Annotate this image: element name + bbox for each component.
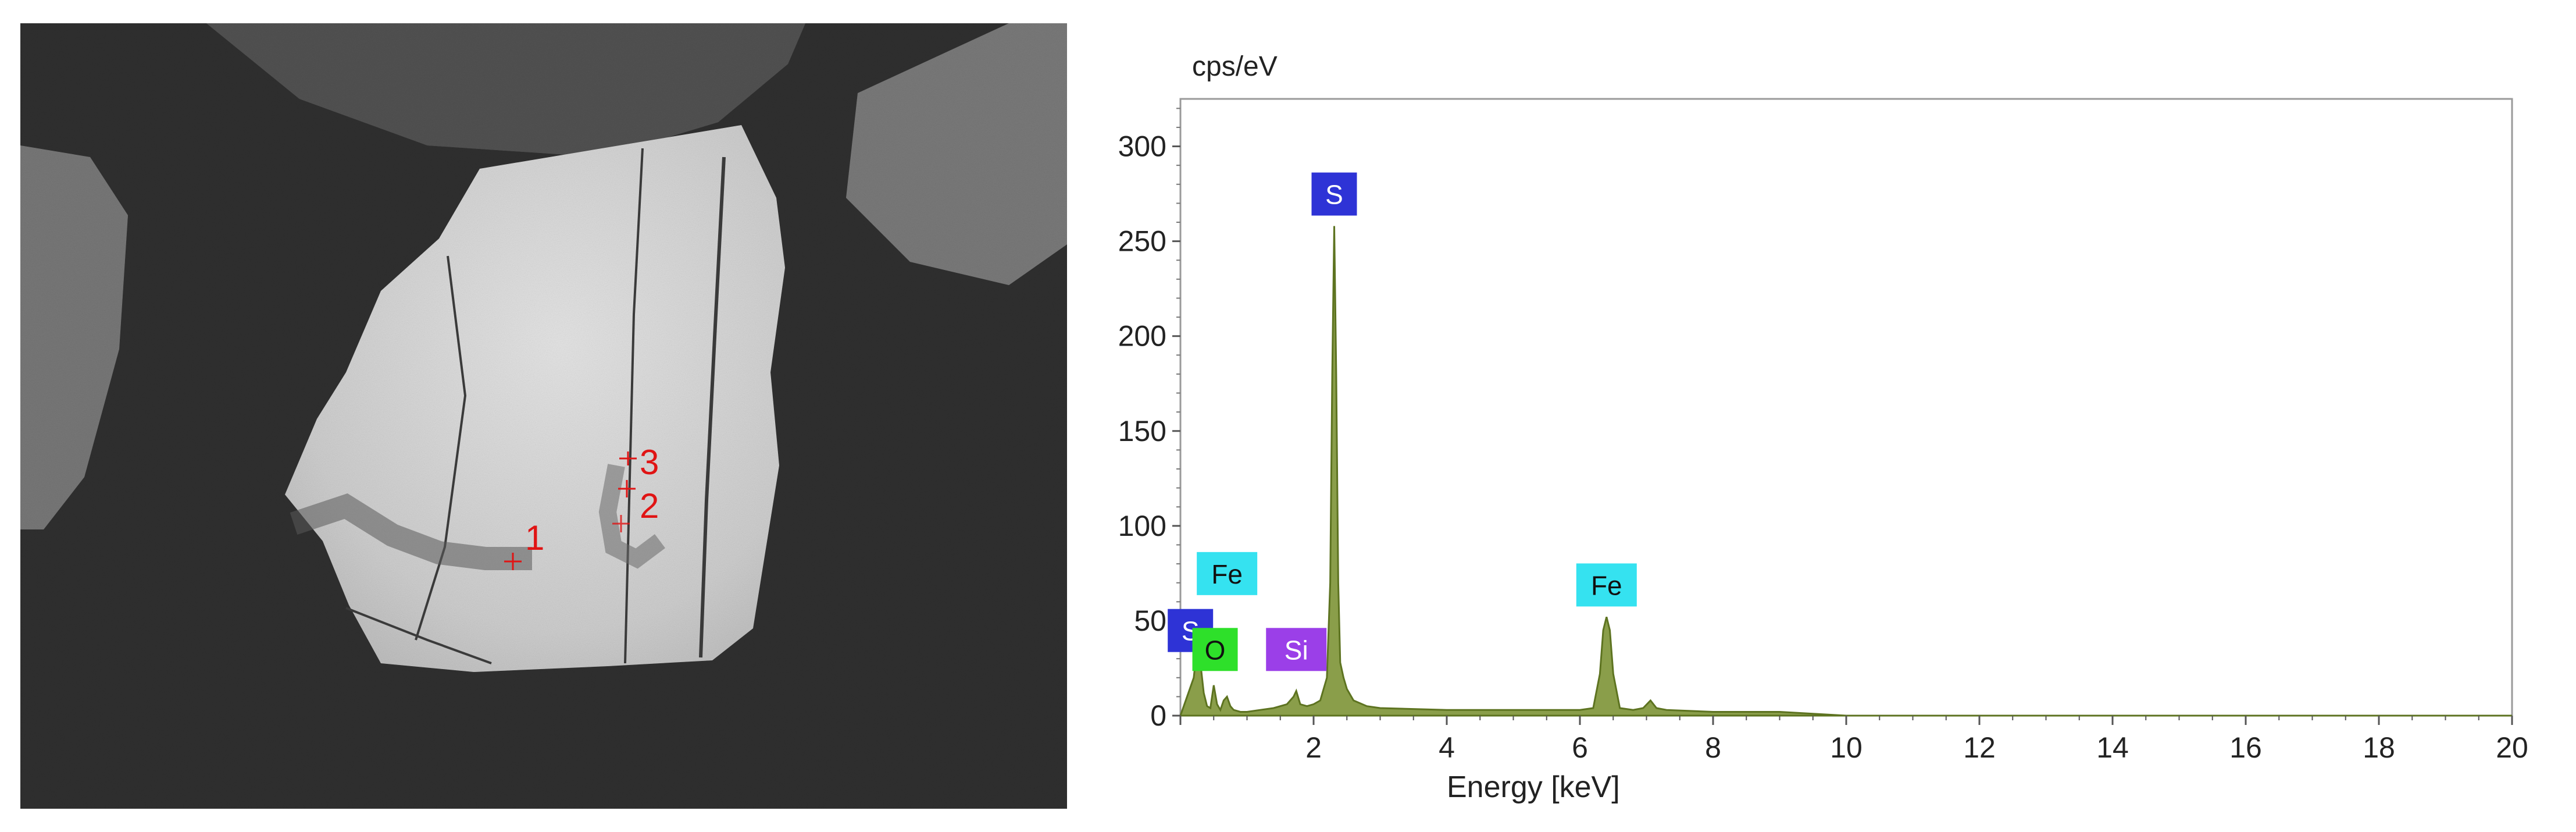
x-tick-label: 14 xyxy=(2096,731,2129,764)
y-tick-label: 150 xyxy=(1118,415,1166,447)
y-tick-label: 0 xyxy=(1150,699,1166,732)
x-tick-label: 6 xyxy=(1572,731,1588,764)
x-tick-label: 12 xyxy=(1963,731,1996,764)
x-axis-label: Energy [keV] xyxy=(1447,770,1620,804)
peak-label-fe: Fe xyxy=(1197,552,1258,595)
x-tick-label: 4 xyxy=(1439,731,1455,764)
analysis-point-marker-2 xyxy=(618,480,636,497)
peak-label-box xyxy=(1311,172,1357,216)
y-tick-label: 100 xyxy=(1118,510,1166,542)
eds-spectrum-chart: cps/eV 0 50 100 150 200 250 300 2 4 6 8 10 12 14 16 18… xyxy=(1105,35,2559,815)
peak-label-text: Si xyxy=(1285,635,1308,665)
x-tick-label: 2 xyxy=(1305,731,1322,764)
y-tick-label: 50 xyxy=(1134,605,1166,637)
x-tick-label: 20 xyxy=(2496,731,2528,764)
peak-label-text: S xyxy=(1325,180,1343,210)
point-label-1: 1 xyxy=(525,518,544,557)
peak-label-text: Fe xyxy=(1591,570,1622,600)
analysis-point-marker-1 xyxy=(504,553,522,570)
sem-image: 1 2 3 xyxy=(20,23,1067,809)
y-tick-label: 200 xyxy=(1118,320,1166,353)
x-tick-label: 8 xyxy=(1705,731,1721,764)
peak-label-si: Si xyxy=(1266,628,1327,671)
point-label-2: 2 xyxy=(640,486,659,525)
right-rock-fragment xyxy=(846,23,1067,285)
peak-label-box xyxy=(1197,552,1258,595)
y-tick-label: 250 xyxy=(1118,225,1166,258)
peak-label-box xyxy=(1192,628,1238,671)
x-tick-label: 18 xyxy=(2363,731,2395,764)
point-label-3: 3 xyxy=(640,443,659,482)
peak-label-o: O xyxy=(1192,628,1238,671)
top-rock-fragment xyxy=(206,23,805,157)
peak-label-fe: Fe xyxy=(1576,563,1637,607)
plot-area xyxy=(1179,98,2513,717)
chart-svg: cps/eV 0 50 100 150 200 250 300 2 4 6 8 10 12 14 16 18… xyxy=(1118,51,2528,804)
peak-label-box xyxy=(1266,628,1327,671)
y-axis-label: cps/eV xyxy=(1192,51,1278,82)
x-tick-label: 10 xyxy=(1830,731,1863,764)
x-tick-label: 16 xyxy=(2229,731,2262,764)
peak-label-box xyxy=(1576,563,1637,607)
left-rock-fragment xyxy=(20,145,128,529)
peak-label-text: Fe xyxy=(1211,559,1243,589)
peak-label-text: O xyxy=(1205,635,1226,665)
sem-micrograph: 1 2 3 xyxy=(20,23,1067,809)
spectrum-series-0 xyxy=(1179,226,2512,717)
y-tick-label: 300 xyxy=(1118,130,1166,163)
peak-label-s: S xyxy=(1311,172,1357,216)
analysis-point-marker-3 xyxy=(619,451,637,465)
